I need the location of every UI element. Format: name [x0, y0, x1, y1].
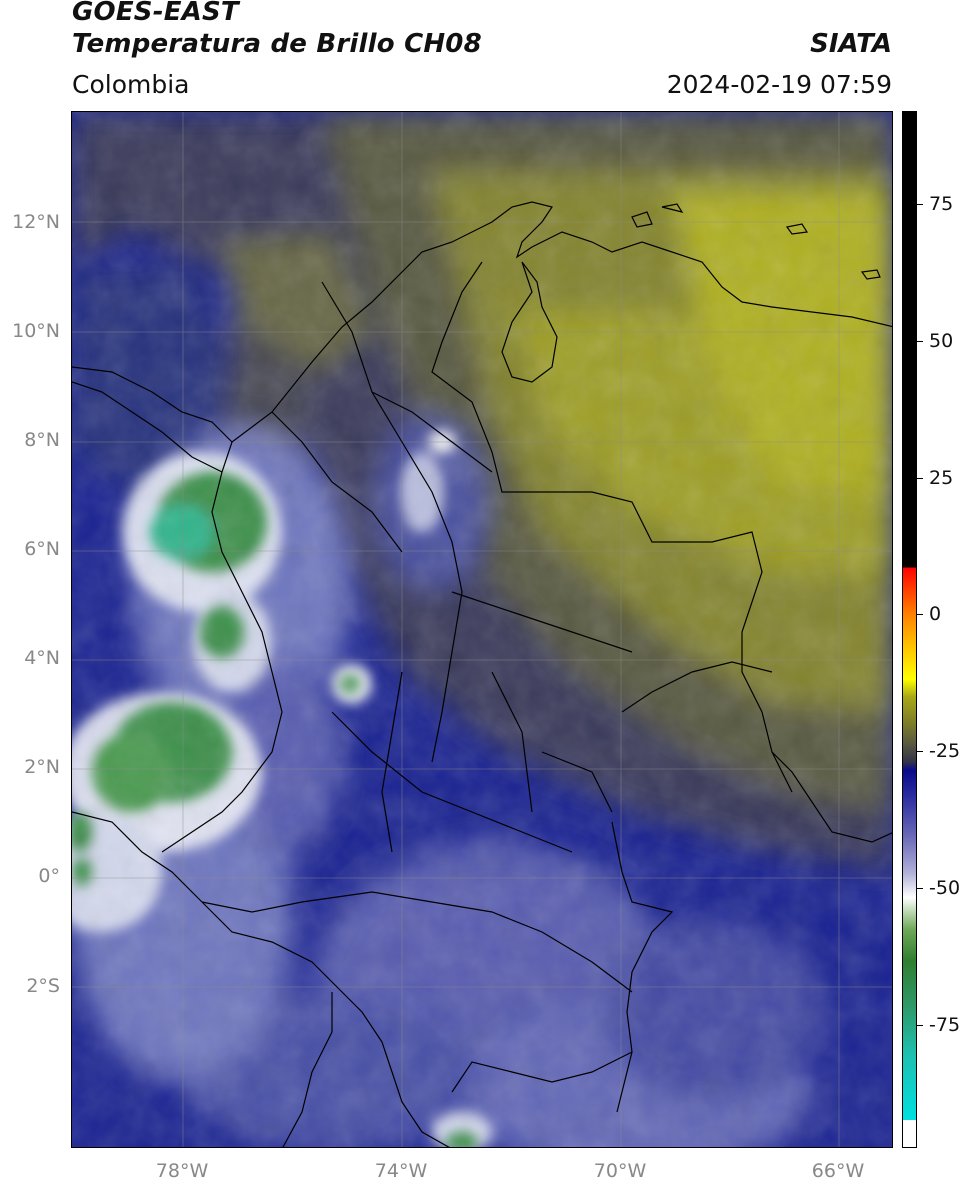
colorbar-tick: [917, 204, 923, 205]
product-title: GOES-EAST: [72, 0, 239, 27]
lon-label-78w: 78°W: [155, 1160, 209, 1182]
colorbar-tick: [917, 888, 923, 889]
lat-label-0: 0°: [38, 865, 60, 887]
map-panel[interactable]: [71, 111, 893, 1148]
colorbar-label-minus75: -75: [929, 1014, 961, 1036]
timestamp-label: 2024-02-19 07:59: [666, 70, 892, 99]
lat-label-2n: 2°N: [24, 756, 60, 778]
lat-label-10n: 10°N: [12, 320, 60, 342]
colorbar-label-75: 75: [929, 193, 954, 215]
colorbar-tick: [917, 614, 923, 615]
lon-label-70w: 70°W: [593, 1160, 647, 1182]
colorbar-label-0: 0: [929, 603, 942, 625]
colorbar-label-minus50: -50: [929, 877, 961, 899]
region-label: Colombia: [72, 70, 190, 99]
lat-label-8n: 8°N: [24, 429, 60, 451]
colorbar: [902, 111, 917, 1148]
lat-label-12n: 12°N: [12, 211, 60, 233]
colorbar-tick: [917, 751, 923, 752]
colorbar-tick: [917, 341, 923, 342]
product-subtitle: Temperatura de Brillo CH08: [72, 29, 482, 59]
graticule: [72, 112, 892, 1147]
lat-label-4n: 4°N: [24, 647, 60, 669]
organization-label: SIATA: [810, 29, 892, 59]
lat-label-2s: 2°S: [26, 975, 60, 997]
colorbar-label-minus25: -25: [929, 740, 961, 762]
colorbar-tick: [917, 1025, 923, 1026]
colorbar-label-50: 50: [929, 330, 954, 352]
lon-label-74w: 74°W: [374, 1160, 428, 1182]
satellite-map: [72, 112, 892, 1147]
colorbar-tick: [917, 478, 923, 479]
colorbar-label-25: 25: [929, 467, 954, 489]
lat-label-6n: 6°N: [24, 538, 60, 560]
borders: [72, 201, 892, 1147]
lon-label-66w: 66°W: [811, 1160, 865, 1182]
